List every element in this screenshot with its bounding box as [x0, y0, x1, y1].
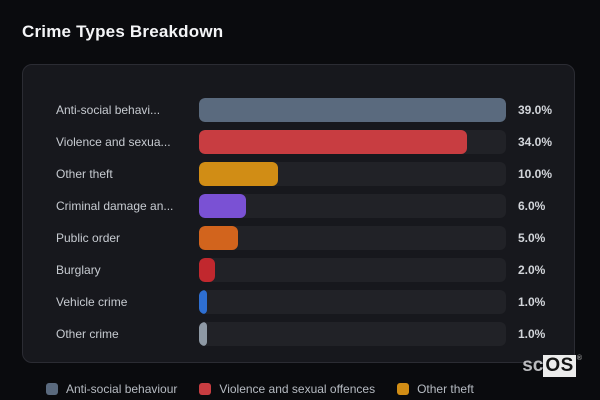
bar-category-label: Anti-social behavi... [56, 103, 161, 117]
bar-value-label: 39.0% [518, 103, 553, 117]
bar-fill[interactable] [199, 322, 207, 346]
bar-fill[interactable] [199, 98, 506, 122]
legend-swatch-icon [199, 383, 212, 395]
bar-row: Anti-social behavi... 39.0% [23, 94, 574, 126]
bar-row: Vehicle crime 1.0% [23, 286, 574, 318]
bar-category-label: Burglary [56, 263, 101, 277]
bar-value-label: 1.0% [518, 327, 546, 341]
legend-item[interactable]: Anti-social behaviour [46, 382, 177, 396]
bar-category-label: Vehicle crime [56, 295, 128, 309]
bar-fill[interactable] [199, 130, 467, 154]
bar-value-label: 5.0% [518, 231, 546, 245]
bar-track [199, 98, 506, 122]
scos-logo-suffix: OS [543, 355, 576, 377]
legend-label: Anti-social behaviour [66, 382, 178, 396]
bar-value-label: 6.0% [518, 199, 546, 213]
bar-track [199, 226, 506, 250]
legend-item[interactable]: Violence and sexual offences [199, 382, 375, 396]
bar-category-label: Other theft [56, 167, 113, 181]
bar-chart-rows: Anti-social behavi... 39.0% Violence and s… [23, 94, 574, 350]
legend-swatch-icon [397, 383, 410, 395]
bar-track [199, 322, 506, 346]
chart-legend: Anti-social behaviour Violence and sexual… [46, 382, 474, 396]
registered-trademark-icon: ® [576, 355, 582, 362]
scos-logo: sc OS ® [522, 355, 582, 377]
bar-value-label: 34.0% [518, 135, 553, 149]
bar-row: Other theft 10.0% [23, 158, 574, 190]
legend-label: Violence and sexual offences [219, 382, 376, 396]
legend-label: Other theft [417, 382, 474, 396]
bar-fill[interactable] [199, 226, 239, 250]
bar-row: Public order 5.0% [23, 222, 574, 254]
bar-category-label: Public order [56, 231, 121, 245]
scos-logo-prefix: sc [522, 355, 544, 376]
bar-value-label: 1.0% [518, 295, 546, 309]
bar-track [199, 162, 506, 186]
bar-fill[interactable] [199, 290, 207, 314]
page-title: Crime Types Breakdown [22, 22, 224, 41]
bar-row: Violence and sexua... 34.0% [23, 126, 574, 158]
bar-fill[interactable] [199, 258, 215, 282]
bar-row: Other crime 1.0% [23, 318, 574, 350]
bar-track [199, 258, 506, 282]
bar-category-label: Criminal damage an... [56, 199, 174, 213]
bar-category-label: Violence and sexua... [56, 135, 171, 149]
bar-row: Criminal damage an... 6.0% [23, 190, 574, 222]
bar-value-label: 10.0% [518, 167, 553, 181]
bar-category-label: Other crime [56, 327, 119, 341]
bar-fill[interactable] [199, 194, 247, 218]
bar-track [199, 290, 506, 314]
legend-swatch-icon [46, 383, 58, 395]
bar-fill[interactable] [199, 162, 278, 186]
bar-value-label: 2.0% [518, 263, 546, 277]
crime-types-chart-panel: Anti-social behavi... 39.0% Violence and s… [22, 64, 575, 363]
legend-item[interactable]: Other theft [397, 382, 474, 396]
bar-row: Burglary 2.0% [23, 254, 574, 286]
bar-track [199, 130, 506, 154]
bar-track [199, 194, 506, 218]
